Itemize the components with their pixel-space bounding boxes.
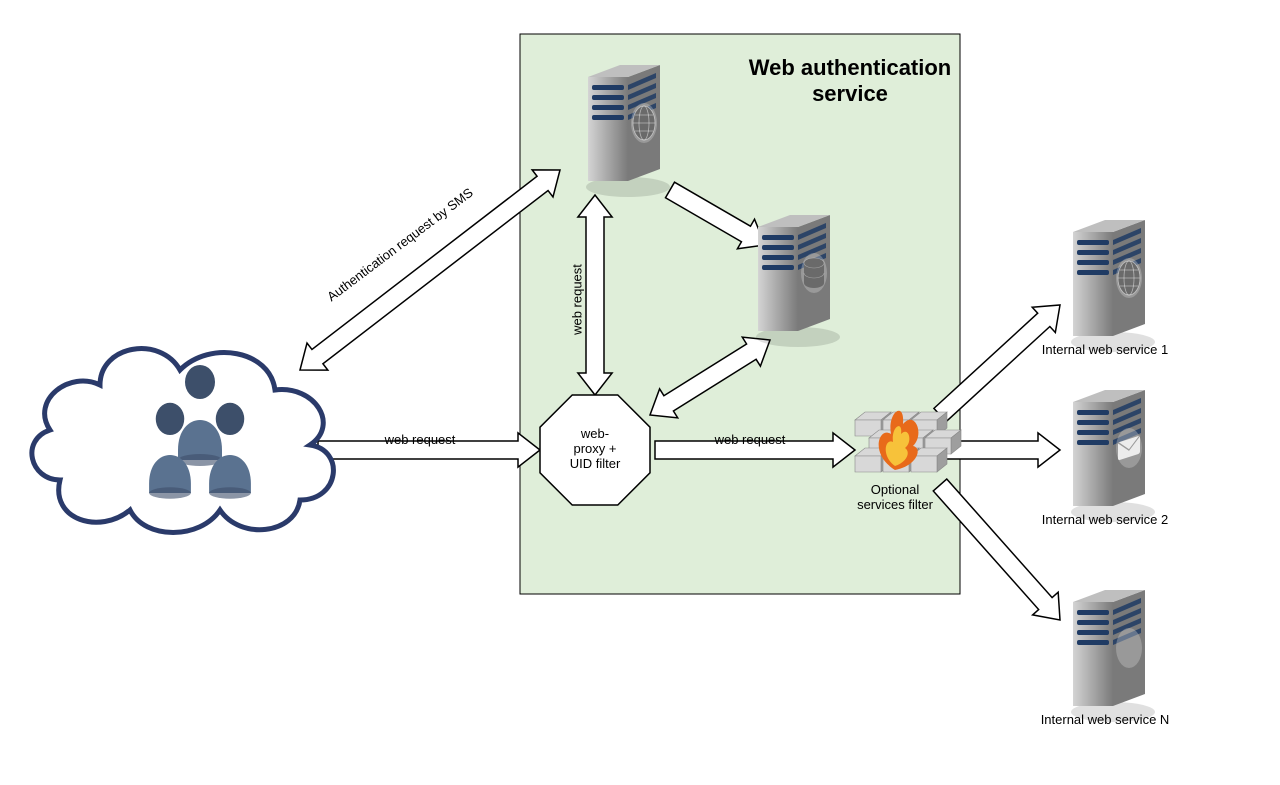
- edge-label-proxy_to_fw: web request: [640, 432, 860, 447]
- edge-label-proxy_to_webserver: web request: [570, 190, 585, 410]
- diagram-canvas: Web authentication service web- proxy + …: [0, 0, 1280, 785]
- service-1-label: Internal web service 1: [1015, 342, 1195, 357]
- firewall-label: Optional services filter: [825, 482, 965, 512]
- edge-label-web_req_in: web request: [310, 432, 530, 447]
- firewall-icon: [0, 0, 1280, 785]
- service-n-label: Internal web service N: [1015, 712, 1195, 727]
- service-2-label: Internal web service 2: [1015, 512, 1195, 527]
